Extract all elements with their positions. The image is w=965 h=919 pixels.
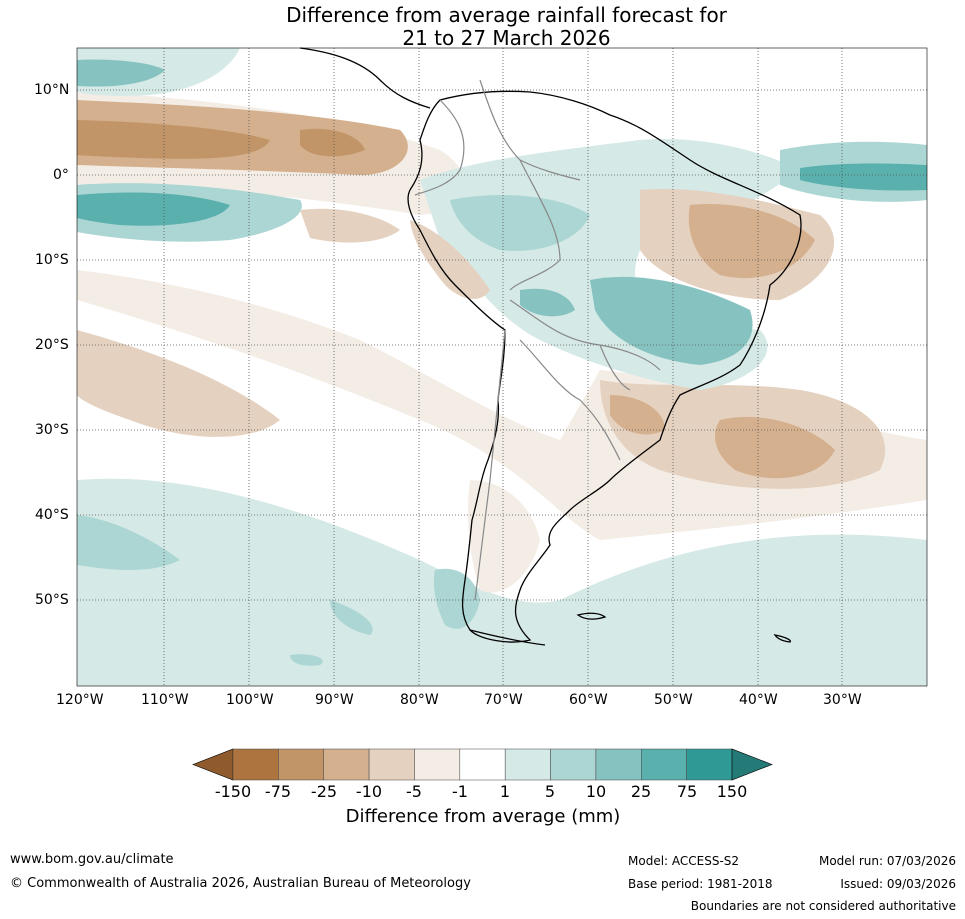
contour-teal-amazon-3	[590, 276, 753, 365]
contour-teal-eq-2	[77, 192, 230, 226]
lon-label: 50°W	[654, 692, 693, 708]
colorbar-tick: 1	[499, 782, 511, 801]
colorbar-tick: 150	[716, 782, 748, 801]
colorbar-segment	[641, 748, 687, 781]
contour-teal-south-2	[77, 515, 180, 570]
lon-label: 120°W	[56, 692, 104, 708]
contour-brown-atl-2	[715, 416, 835, 479]
colorbar-segment	[232, 748, 279, 781]
contour-teal-atl-north-2	[800, 163, 927, 191]
colorbar-tick: 25	[630, 782, 652, 801]
footer-issued: Issued: 09/03/2026	[840, 877, 956, 891]
footer-url: www.bom.gov.au/climate	[10, 852, 174, 867]
colorbar-segment	[459, 748, 506, 781]
footer-model: Model: ACCESS-S2	[628, 854, 740, 868]
lon-label: 30°W	[823, 692, 862, 708]
colorbar-tick: 5	[544, 782, 556, 801]
graticule	[77, 48, 927, 686]
lon-label: 90°W	[315, 692, 354, 708]
footer-model-run: Model run: 07/03/2026	[818, 854, 956, 868]
colorbar	[192, 748, 773, 781]
colorbar-label: Difference from average (mm)	[345, 806, 621, 827]
footer-base-period: Base period: 1981-2018	[628, 877, 773, 891]
map-frame	[76, 47, 928, 687]
colorbar-extend-high	[731, 748, 773, 781]
colorbar-segment	[368, 748, 415, 781]
lon-label: 40°W	[739, 692, 778, 708]
contour-brown-north-3	[77, 120, 270, 159]
contour-teal-south-4	[290, 654, 323, 666]
lat-label: 20°S	[35, 337, 69, 353]
colorbar-tick: -1	[452, 782, 468, 801]
footer-copyright: © Commonwealth of Australia 2026, Austra…	[10, 876, 471, 891]
lat-label: 40°S	[35, 507, 69, 523]
country-borders	[414, 79, 661, 601]
contour-brown-brazil-2	[688, 204, 815, 279]
colorbar-segment	[686, 748, 733, 781]
colorbar-segment	[278, 748, 324, 781]
contour-teal-south-3	[330, 600, 373, 635]
falklands	[576, 612, 607, 620]
colorbar-tick: -150	[214, 782, 252, 801]
lon-label: 80°W	[400, 692, 439, 708]
lon-label: 110°W	[141, 692, 189, 708]
map-title: Difference from average rainfall forecas…	[0, 4, 965, 50]
contour-brown-south-2	[77, 330, 280, 437]
south-georgia	[773, 634, 791, 643]
colorbar-segment	[550, 748, 597, 781]
lat-label: 50°S	[35, 592, 69, 608]
colorbar-segment	[595, 748, 642, 781]
lon-label: 100°W	[226, 692, 274, 708]
coastline	[299, 47, 802, 646]
tierra-del-fuego	[469, 629, 546, 646]
footer-disclaimer: Boundaries are not considered authoritat…	[690, 899, 956, 913]
colorbar-tick: -25	[310, 782, 338, 801]
colorbar-segment	[414, 748, 461, 781]
colorbar-tick: 10	[585, 782, 607, 801]
title-line-1: Difference from average rainfall forecas…	[286, 3, 727, 27]
contour-teal-north-2	[77, 59, 165, 87]
central-america-coast	[299, 47, 431, 109]
contour-teal-amazon-2	[450, 195, 590, 251]
colorbar-tick: -5	[406, 782, 422, 801]
lat-label: 10°N	[34, 82, 70, 98]
lat-label: 30°S	[35, 422, 69, 438]
south-america-coast	[407, 90, 802, 643]
title-line-2: 21 to 27 March 2026	[402, 26, 611, 50]
colorbar-tick: -75	[264, 782, 292, 801]
lat-label: 10°S	[35, 252, 69, 268]
contour-brown-north-4	[300, 128, 365, 157]
map-contours	[77, 48, 927, 686]
lat-label: 0°	[53, 167, 69, 183]
colorbar-tick: -10	[355, 782, 383, 801]
contour-brown-andes	[300, 208, 400, 243]
colorbar-tick: 75	[676, 782, 698, 801]
colorbar-segment	[323, 748, 370, 781]
lon-label: 60°W	[569, 692, 608, 708]
contour-brown-peru	[410, 220, 490, 300]
contour-teal-patagonia	[433, 568, 480, 629]
colorbar-extend-low	[192, 748, 234, 781]
lon-label: 70°W	[484, 692, 523, 708]
colorbar-segment	[504, 748, 551, 781]
contour-teal-amazon-4	[520, 288, 575, 317]
contour-teal-south	[77, 478, 927, 686]
contour-brown-atl-3	[610, 395, 665, 435]
